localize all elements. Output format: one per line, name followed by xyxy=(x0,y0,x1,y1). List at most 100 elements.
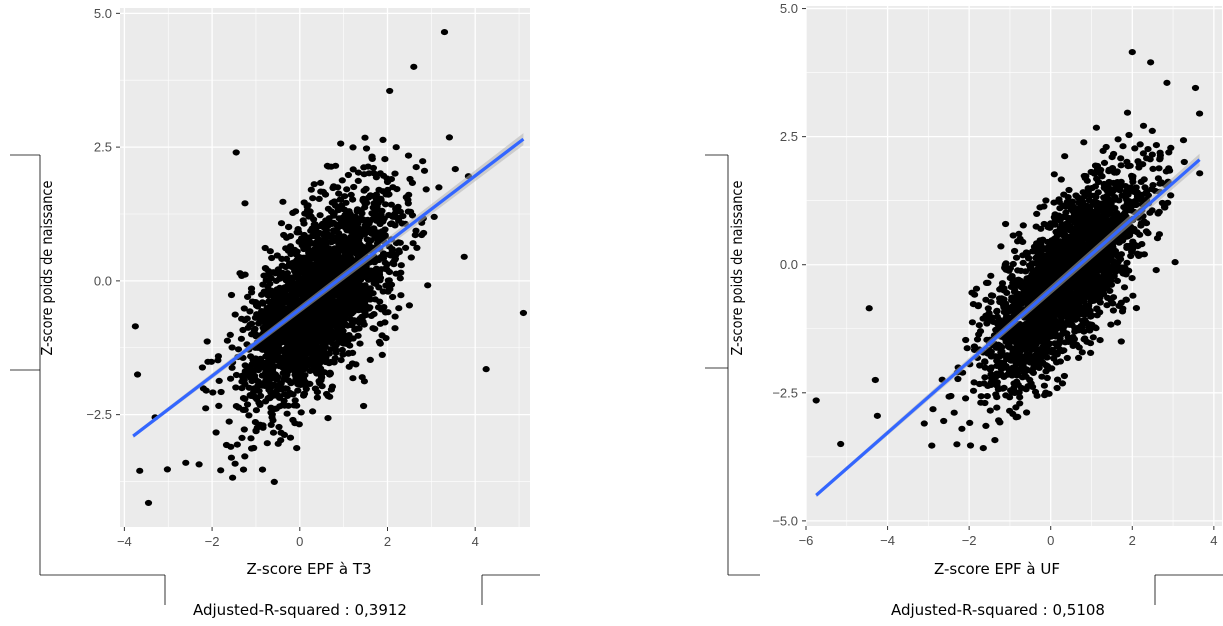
data-point xyxy=(217,388,225,396)
data-point xyxy=(266,248,274,255)
data-point xyxy=(356,243,364,251)
data-point xyxy=(269,302,277,309)
x-axis-title: Z-score EPF à T3 xyxy=(246,560,371,578)
data-point xyxy=(217,467,225,474)
data-point xyxy=(1117,234,1125,241)
data-point xyxy=(1117,162,1125,169)
data-point xyxy=(283,272,291,279)
data-point xyxy=(987,299,995,306)
data-point xyxy=(338,333,346,340)
data-point xyxy=(248,289,256,296)
data-point xyxy=(349,144,357,151)
x-tick-label: 0 xyxy=(296,534,303,549)
data-point xyxy=(283,410,291,417)
data-point xyxy=(350,183,358,191)
data-point xyxy=(395,249,403,256)
data-point xyxy=(987,364,996,371)
data-point xyxy=(992,373,1000,380)
data-point xyxy=(977,393,985,400)
data-point xyxy=(358,215,366,223)
data-point xyxy=(289,351,297,358)
data-point xyxy=(1132,305,1140,312)
data-point xyxy=(283,234,291,241)
data-point xyxy=(209,389,217,396)
data-point xyxy=(329,227,338,234)
data-point xyxy=(316,309,324,316)
data-point xyxy=(1132,184,1140,191)
data-point xyxy=(366,226,374,233)
data-point xyxy=(1019,222,1027,229)
data-point xyxy=(328,199,336,206)
data-point xyxy=(1056,335,1064,342)
data-point xyxy=(408,212,417,219)
data-point xyxy=(267,393,276,400)
data-point xyxy=(241,453,249,460)
data-point xyxy=(1006,275,1014,282)
data-point xyxy=(384,191,392,198)
data-point xyxy=(1091,183,1099,190)
data-point xyxy=(419,158,427,165)
data-point xyxy=(334,298,342,305)
data-point xyxy=(1066,223,1074,230)
data-points xyxy=(131,28,528,507)
data-point xyxy=(360,187,368,194)
data-point xyxy=(270,381,278,388)
data-point xyxy=(413,244,421,251)
data-point xyxy=(272,340,280,347)
data-point xyxy=(280,376,288,383)
data-point xyxy=(1043,374,1051,382)
data-point xyxy=(309,232,317,239)
data-point xyxy=(345,298,353,305)
data-point xyxy=(976,362,984,369)
data-point xyxy=(360,171,368,178)
data-point xyxy=(973,336,982,343)
data-point xyxy=(222,441,231,449)
data-point xyxy=(1144,146,1152,153)
data-point xyxy=(376,340,384,347)
data-point xyxy=(238,434,246,441)
x-tick-label: −2 xyxy=(205,534,220,549)
data-point xyxy=(306,241,314,248)
data-point-outlier xyxy=(241,200,249,207)
data-point xyxy=(1152,142,1160,149)
data-point xyxy=(987,272,995,279)
data-point xyxy=(363,236,371,243)
data-point xyxy=(315,258,323,265)
data-point xyxy=(329,288,337,295)
data-point xyxy=(1015,230,1023,237)
data-point xyxy=(241,395,249,402)
data-point xyxy=(289,301,297,308)
data-point xyxy=(338,177,346,184)
data-point xyxy=(391,170,399,177)
data-point xyxy=(1016,351,1024,358)
data-point xyxy=(1030,283,1038,290)
data-point xyxy=(1050,235,1058,242)
data-point xyxy=(408,179,416,186)
data-point xyxy=(1019,238,1027,245)
data-point xyxy=(335,289,343,297)
data-point xyxy=(357,306,365,313)
data-point xyxy=(1057,176,1065,183)
data-point xyxy=(367,267,375,274)
data-point xyxy=(234,346,243,353)
data-point xyxy=(295,229,303,236)
data-point-outlier xyxy=(460,253,468,260)
data-point xyxy=(374,304,383,311)
data-point xyxy=(274,440,282,447)
data-point xyxy=(271,297,279,304)
data-point xyxy=(282,360,290,367)
data-point xyxy=(324,205,332,212)
data-point xyxy=(1026,274,1034,281)
data-point xyxy=(299,238,307,245)
data-point xyxy=(424,282,432,289)
data-point xyxy=(319,357,327,364)
data-point xyxy=(300,199,308,206)
data-point xyxy=(1035,364,1043,371)
data-point xyxy=(231,311,239,318)
data-point xyxy=(1061,301,1069,308)
data-point xyxy=(327,327,335,334)
data-point xyxy=(972,285,981,292)
data-point xyxy=(247,435,255,442)
data-point xyxy=(247,392,255,399)
data-point xyxy=(354,332,362,339)
